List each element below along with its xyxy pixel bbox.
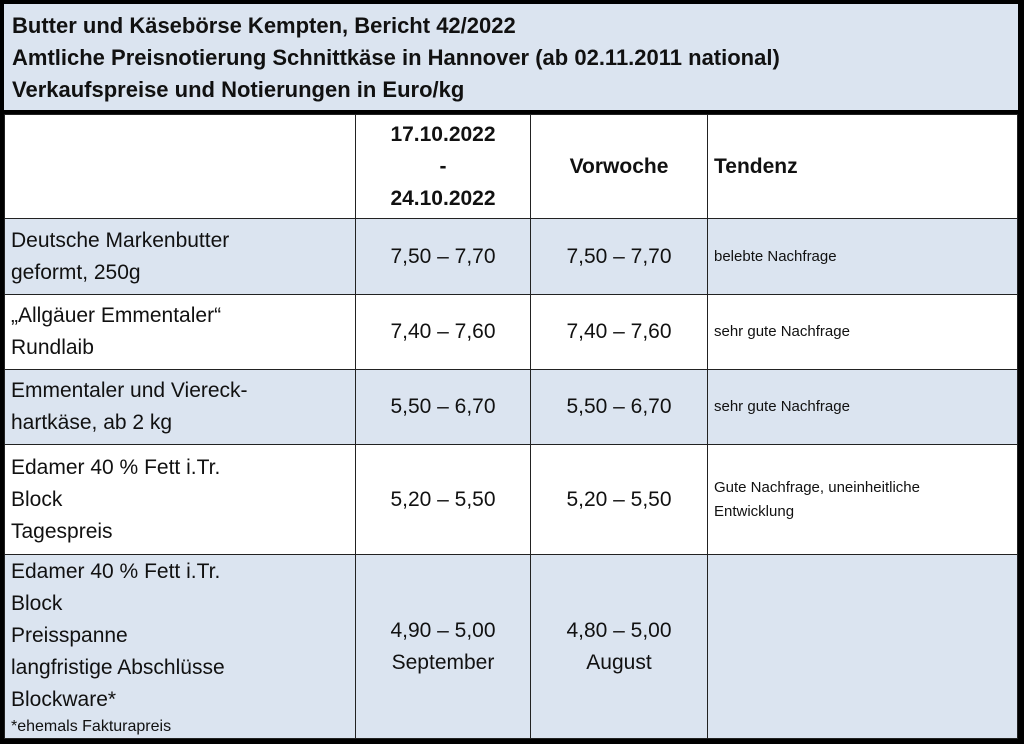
trend-text: Gute Nachfrage, uneinheitliche: [714, 478, 920, 496]
product-cell: Edamer 40 % Fett i.Tr. Block Tagespreis: [4, 444, 356, 555]
table-row: Edamer 40 % Fett i.Tr. Block Tagespreis 5,…: [4, 444, 1018, 555]
product-label: geformt, 250g: [11, 260, 141, 284]
product-label: Block: [11, 591, 63, 615]
product-label: hartkäse, ab 2 kg: [11, 411, 173, 434]
product-label: Blockware*: [11, 687, 117, 711]
price-period: August: [586, 650, 652, 674]
product-label: Deutsche Markenbutter: [11, 228, 230, 252]
previous-price: 4,80 – 5,00 August: [530, 554, 708, 739]
report-title: Butter und Käsebörse Kempten, Bericht 42…: [12, 13, 516, 38]
trend-text: Entwicklung: [714, 502, 795, 520]
header-trend: Tendenz: [707, 114, 1018, 219]
table-row: Deutsche Markenbutter geformt, 250g 7,50 …: [4, 218, 1018, 295]
product-label: Block: [11, 487, 63, 511]
current-sep: -: [439, 154, 447, 178]
product-label: Emmentaler und Viereck-: [11, 379, 248, 402]
product-label: Preisspanne: [11, 623, 128, 647]
table-row: „Allgäuer Emmentaler“ Rundlaib 7,40 – 7,6…: [4, 294, 1018, 370]
trend-cell: belebte Nachfrage: [707, 218, 1018, 295]
price-range: 4,80 – 5,00: [566, 618, 672, 642]
footnote: *ehemals Fakturapreis: [11, 717, 172, 735]
product-label: langfristige Abschlüsse: [11, 655, 225, 679]
product-label: „Allgäuer Emmentaler“: [11, 304, 222, 327]
trend-cell: [707, 554, 1018, 739]
product-cell: Edamer 40 % Fett i.Tr. Block Preisspanne…: [4, 554, 356, 739]
product-cell: „Allgäuer Emmentaler“ Rundlaib: [4, 294, 356, 370]
table-row: Emmentaler und Viereck-hartkäse, ab 2 kg…: [4, 369, 1018, 445]
product-label: Tagespreis: [11, 519, 113, 543]
report-title-box: Butter und Käsebörse Kempten, Bericht 42…: [4, 4, 1018, 110]
previous-price: 7,50 – 7,70: [530, 218, 708, 295]
current-from: 17.10.2022: [390, 122, 496, 146]
product-cell: Deutsche Markenbutter geformt, 250g: [4, 218, 356, 295]
report-subtitle: Amtliche Preisnotierung Schnittkäse in H…: [12, 45, 780, 70]
trend-cell: sehr gute Nachfrage: [707, 294, 1018, 370]
current-price: 5,20 – 5,50: [355, 444, 531, 555]
product-label: Edamer 40 % Fett i.Tr.: [11, 559, 221, 583]
price-range: 4,90 – 5,00: [390, 618, 496, 642]
trend-cell: Gute Nachfrage, uneinheitliche Entwicklun…: [707, 444, 1018, 555]
trend-cell: sehr gute Nachfrage: [707, 369, 1018, 445]
current-price: 4,90 – 5,00 September: [355, 554, 531, 739]
previous-price: 5,50 – 6,70: [530, 369, 708, 445]
product-cell: Emmentaler und Viereck-hartkäse, ab 2 kg: [4, 369, 356, 445]
header-current-period: 17.10.2022 - 24.10.2022: [355, 114, 531, 219]
table-row: Edamer 40 % Fett i.Tr. Block Preisspanne…: [4, 554, 1018, 739]
header-row: 17.10.2022 - 24.10.2022 Vorwoche Tendenz: [4, 114, 1018, 219]
current-to: 24.10.2022: [390, 186, 496, 210]
previous-price: 7,40 – 7,60: [530, 294, 708, 370]
price-period: September: [391, 650, 495, 674]
price-table: 17.10.2022 - 24.10.2022 Vorwoche Tendenz…: [4, 114, 1018, 739]
current-price: 7,50 – 7,70: [355, 218, 531, 295]
current-price: 7,40 – 7,60: [355, 294, 531, 370]
header-previous: Vorwoche: [530, 114, 708, 219]
report-units: Verkaufspreise und Notierungen in Euro/k…: [12, 77, 465, 102]
product-label: Edamer 40 % Fett i.Tr.: [11, 455, 221, 479]
previous-price: 5,20 – 5,50: [530, 444, 708, 555]
header-product: [4, 114, 356, 219]
current-price: 5,50 – 6,70: [355, 369, 531, 445]
product-label: Rundlaib: [11, 336, 94, 359]
